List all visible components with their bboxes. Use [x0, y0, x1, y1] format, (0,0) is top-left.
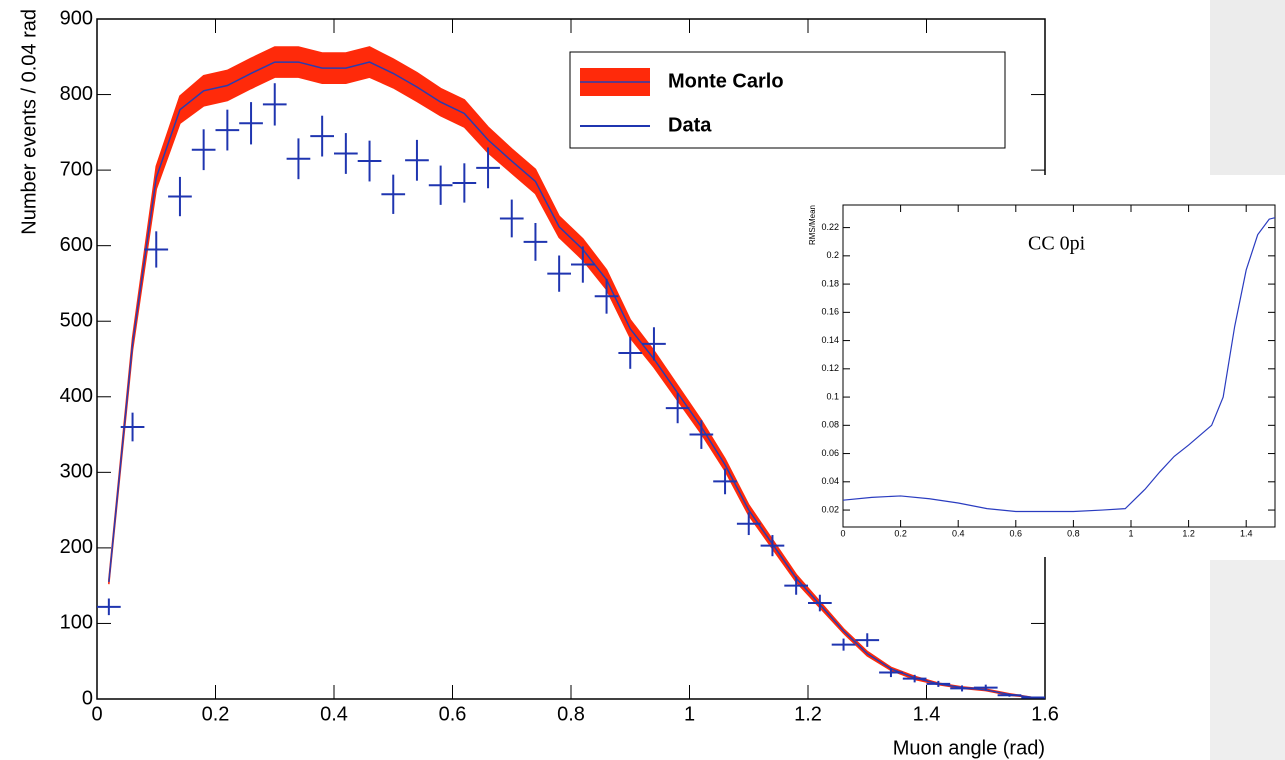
x-tick-label: 0.2: [894, 529, 907, 539]
y-tick-label: 900: [60, 7, 93, 29]
x-tick-label: 0.4: [320, 703, 348, 725]
legend-box: [569, 51, 1006, 149]
x-tick-label: 1.4: [913, 703, 941, 725]
x-tick-label: 1.2: [1182, 529, 1195, 539]
x-tick-label: 0.8: [1067, 529, 1080, 539]
y-tick-label: 700: [60, 158, 93, 180]
x-tick-label: 1: [1128, 529, 1133, 539]
legend-label: Data: [668, 114, 712, 136]
background-photo: [1210, 560, 1285, 760]
x-tick-label: 1.6: [1031, 703, 1059, 725]
line: [842, 217, 1276, 513]
y-tick-label: 300: [60, 461, 93, 483]
y-tick-label: 0.16: [821, 307, 839, 317]
mc-line: [108, 61, 1034, 699]
y-tick-label: 100: [60, 612, 93, 634]
background-photo: [1210, 0, 1285, 175]
y-tick-label: 0.04: [821, 476, 839, 486]
x-tick-label: 0.8: [557, 703, 585, 725]
y-tick-label: 800: [60, 83, 93, 105]
y-tick-label: 0.22: [821, 222, 839, 232]
x-tick-label: 1: [684, 703, 695, 725]
y-tick-label: 0: [82, 687, 93, 709]
y-tick-label: 200: [60, 536, 93, 558]
y-tick-label: 600: [60, 234, 93, 256]
y-tick-label: 0.02: [821, 504, 839, 514]
x-tick-label: 1.4: [1240, 529, 1253, 539]
legend-label: Monte Carlo: [668, 70, 784, 92]
y-tick-label: 0.08: [821, 420, 839, 430]
y-axis-label: Number events / 0.04 rad: [18, 9, 40, 235]
x-tick-label: 0.2: [202, 703, 230, 725]
y-tick-label: 0.14: [821, 335, 839, 345]
x-tick-label: 1.2: [794, 703, 822, 725]
x-tick-label: 0.6: [1010, 529, 1023, 539]
y-tick-label: 500: [60, 310, 93, 332]
x-tick-label: 0.6: [439, 703, 467, 725]
y-tick-label: 0.18: [821, 278, 839, 288]
y-tick-label: 400: [60, 385, 93, 407]
y-tick-label: 0.2: [826, 250, 839, 260]
y-tick-label: 0.1: [826, 391, 839, 401]
x-tick-label: 0: [91, 703, 102, 725]
inset-background: [808, 175, 1285, 557]
x-tick-label: 0.4: [952, 529, 965, 539]
x-axis-label: Muon angle (rad): [893, 737, 1045, 759]
annotation: CC 0pi: [1028, 233, 1086, 255]
plot-frame: [842, 204, 1276, 528]
y-tick-label: 0.12: [821, 363, 839, 373]
x-tick-label: 0: [840, 529, 845, 539]
y-axis-label: RMS/Mean: [808, 205, 817, 245]
y-tick-label: 0.06: [821, 448, 839, 458]
